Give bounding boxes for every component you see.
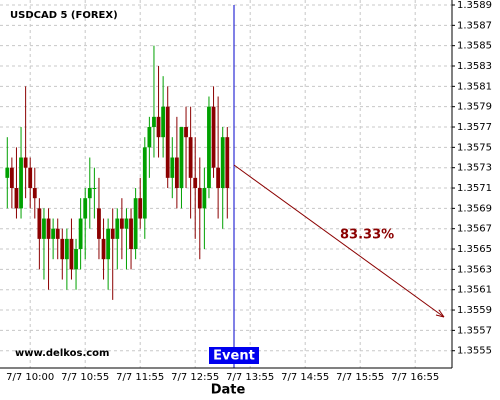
candle-body [124,218,129,229]
x-tick-label: 7/7 10:00 [6,372,54,383]
y-tick-label: 1.3587 [457,20,492,31]
candle-body [69,238,74,270]
y-tick-label: 1.3557 [457,325,492,336]
y-tick-label: 1.3583 [457,61,492,72]
candle-body [147,127,152,148]
candle-body [83,198,88,219]
y-tick-label: 1.3581 [457,81,492,92]
candle-body [14,188,19,209]
candle-body [138,198,143,219]
candle-body [188,137,193,178]
candle-body [119,218,124,229]
candle-body [193,177,198,189]
candle-body [225,137,230,189]
candle-body [32,188,37,199]
candle-body [92,188,97,190]
candle-body [179,127,184,189]
candle-body [202,188,207,209]
candle-body [55,228,60,239]
watermark: www.delkos.com [15,348,109,359]
y-tick-label: 1.3585 [457,41,492,52]
event-box [209,347,259,364]
candle-body [207,106,211,189]
y-tick-label: 1.3579 [457,102,492,113]
x-tick-label: 7/7 13:55 [226,372,274,383]
candle-body [165,106,170,178]
y-tick-label: 1.3563 [457,264,492,275]
candle-body [74,249,78,270]
candle-body [60,238,65,260]
candle-body [152,116,156,128]
y-tick-label: 1.3573 [457,163,492,174]
candle-body [42,218,46,239]
candle-body [64,238,69,260]
candle-body [216,167,221,189]
candle-body [197,188,202,209]
x-tick-label: 7/7 15:55 [336,372,384,383]
projection-label: 83.33% [340,228,394,243]
candle-body [19,157,23,209]
x-tick-label: 7/7 12:55 [171,372,219,383]
y-tick-label: 1.3559 [457,305,492,316]
y-tick-label: 1.3567 [457,224,492,235]
candle-body [78,218,83,250]
y-tick-label: 1.3569 [457,203,492,214]
candle-body [211,106,216,168]
candle-body [156,116,161,138]
candle-body [28,167,33,189]
y-tick-label: 1.3565 [457,244,492,255]
candle-body [9,167,14,189]
candle-body [133,198,138,250]
x-tick-label: 7/7 11:55 [116,372,164,383]
x-tick-label: 7/7 16:55 [391,372,439,383]
candle-body [51,228,56,239]
candle-body [46,218,51,239]
x-tick-label: 7/7 14:55 [281,372,329,383]
x-axis-label: Date [211,383,246,398]
candle-body [142,147,147,219]
candle-body [97,208,101,239]
y-tick-label: 1.3575 [457,142,492,153]
grid [0,0,452,368]
candle-body [106,228,111,260]
candle-body [161,106,166,138]
candle-body [101,238,106,260]
candle-body [110,228,115,239]
projection-arrow [233,164,445,318]
candle-body [220,137,225,189]
arrow-head [435,309,445,318]
y-tick-label: 1.3577 [457,122,492,133]
chart-title: USDCAD 5 (FOREX) [10,10,118,21]
x-tick-label: 7/7 10:55 [61,372,109,383]
y-tick-label: 1.3561 [457,285,492,296]
candle-body [170,157,175,178]
candle-body [23,157,28,168]
candle-body [37,208,42,239]
candle-body [115,218,120,239]
candle-body [129,218,133,250]
y-tick-label: 1.3571 [457,183,492,194]
candle-body [174,157,179,189]
candles [5,45,230,300]
y-tick-label: 1.3555 [457,346,492,357]
candle-body [5,167,10,178]
event-label: Event [213,349,255,364]
candle-body [87,188,92,199]
candle-body [184,127,188,138]
y-tick-label: 1.3589 [457,0,492,11]
